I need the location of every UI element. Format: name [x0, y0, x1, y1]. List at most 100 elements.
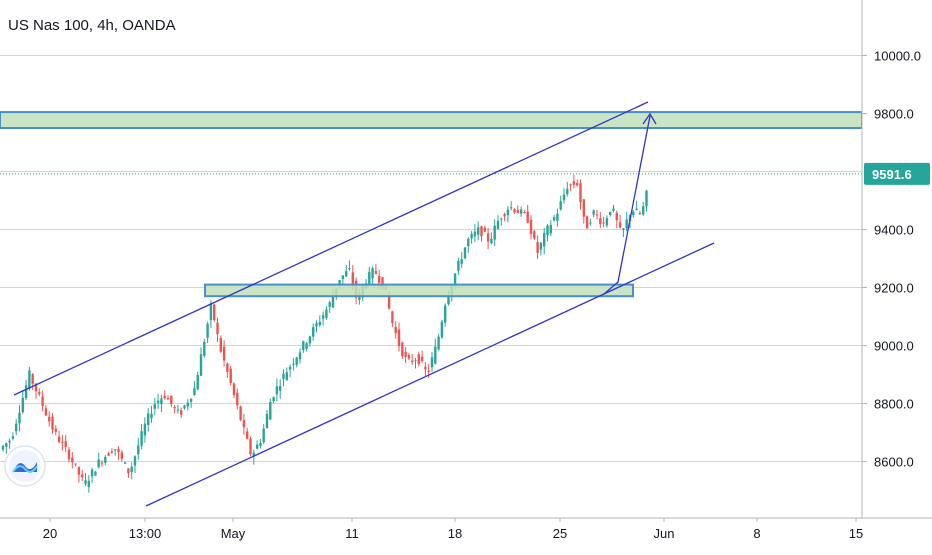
candle-body	[341, 275, 345, 280]
candle-body	[107, 453, 110, 456]
candle-body	[490, 238, 493, 244]
candle-body	[440, 321, 444, 338]
resistance-zone[interactable]	[0, 111, 863, 130]
chart-title: US Nas 100, 4h, OANDA	[8, 17, 176, 34]
candle-body	[328, 302, 331, 308]
candle-body	[180, 410, 183, 415]
candle-body	[486, 233, 490, 242]
candle-body	[160, 398, 163, 405]
candle-body	[618, 222, 622, 228]
candle-body	[279, 386, 282, 391]
candle-body	[345, 271, 348, 277]
candle-body	[51, 416, 54, 430]
candle-body	[467, 238, 470, 247]
candle-body	[41, 396, 44, 407]
candle-body	[549, 224, 552, 234]
candle-body	[632, 211, 635, 216]
candle-body	[28, 370, 31, 389]
candle-body	[552, 217, 556, 221]
candle-body	[477, 227, 480, 235]
candle-body	[602, 222, 605, 224]
candle-body	[1, 445, 5, 450]
candle-body	[331, 295, 335, 308]
candle-body	[64, 441, 67, 447]
candle-body	[11, 436, 15, 439]
candle-body	[338, 280, 341, 285]
x-tick-label: Jun	[654, 526, 675, 541]
candle-body	[206, 323, 209, 338]
candle-body	[645, 190, 648, 207]
candle-body	[130, 466, 133, 472]
support-zone[interactable]	[204, 283, 634, 298]
candle-body	[417, 354, 420, 364]
candle-body	[166, 397, 170, 400]
y-tick-label: 10000.0	[874, 49, 921, 64]
candle-body	[183, 405, 186, 409]
candle-body	[503, 214, 506, 217]
tradingview-logo-icon[interactable]	[4, 445, 46, 487]
candle-body	[87, 480, 90, 488]
candle-body	[147, 413, 150, 426]
candle-body	[516, 210, 519, 214]
price-axis-panel[interactable]	[862, 0, 932, 550]
candle-body	[546, 225, 549, 236]
channel-lower-line[interactable]	[145, 242, 715, 507]
candle-body	[282, 373, 285, 379]
candle-body	[226, 363, 229, 372]
candle-body	[255, 444, 259, 449]
candle-body	[463, 247, 467, 259]
y-tick-label: 8800.0	[874, 397, 914, 412]
candle-body	[74, 463, 77, 465]
candle-body	[473, 231, 477, 237]
candle-body	[31, 374, 34, 384]
candle-body	[229, 368, 232, 383]
candle-body	[90, 469, 94, 477]
candle-body	[513, 209, 516, 213]
candle-body	[54, 428, 57, 432]
candle-body	[407, 355, 411, 359]
candle-body	[114, 449, 117, 451]
y-tick-label: 9200.0	[874, 281, 914, 296]
candle-body	[48, 416, 51, 422]
y-tick-label: 9800.0	[874, 107, 914, 122]
candle-body	[401, 342, 404, 357]
candle-body	[203, 341, 206, 356]
candle-body	[585, 216, 589, 229]
candle-body	[275, 386, 279, 395]
candle-body	[193, 388, 196, 396]
candle-body	[288, 366, 292, 370]
candle-body	[539, 242, 543, 250]
candle-body	[612, 208, 615, 211]
candle-body	[318, 321, 321, 326]
candle-body	[133, 456, 137, 466]
candle-body	[582, 199, 585, 217]
candle-body	[394, 326, 397, 334]
time-axis-panel[interactable]	[0, 518, 932, 550]
candle-body	[153, 404, 156, 409]
candle-body	[61, 441, 64, 443]
candle-body	[38, 392, 41, 395]
x-tick-label: 8	[753, 526, 760, 541]
candle-body	[642, 206, 645, 215]
candle-body	[173, 406, 176, 408]
candle-body	[81, 474, 84, 478]
candle-body	[378, 275, 381, 283]
x-tick-label: 18	[448, 526, 462, 541]
candle-body	[444, 305, 447, 323]
x-tick-label: 13:00	[129, 526, 162, 541]
candle-body	[100, 462, 104, 464]
channel-upper-line[interactable]	[13, 101, 649, 396]
candle-body	[536, 242, 539, 253]
candle-body	[189, 398, 193, 402]
candle-body	[506, 209, 510, 216]
projection-path[interactable]	[603, 115, 651, 295]
candle-body	[321, 315, 325, 319]
candle-body	[447, 296, 450, 305]
candle-body	[262, 428, 265, 443]
candle-body	[312, 327, 315, 337]
candle-body	[576, 183, 579, 186]
candle-body	[562, 194, 566, 201]
candle-body	[453, 273, 457, 285]
